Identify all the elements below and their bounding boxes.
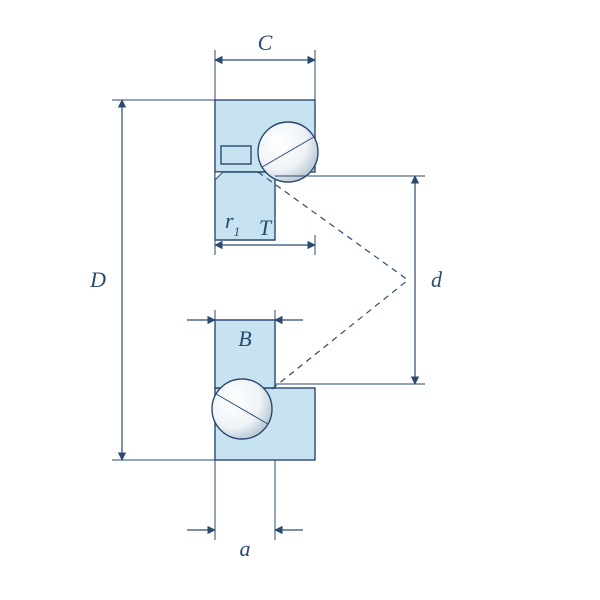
upper-cage-clip [221,146,251,164]
dim-C-label: C [258,30,273,55]
contact-line-upper [258,172,408,280]
dim-D-label: D [89,267,106,292]
dim-a-label: a [240,536,251,561]
dim-T-label: T [259,215,273,240]
bearing-cross-section-diagram: CDdTBar1 [0,0,600,600]
dim-B-label: B [238,326,251,351]
dim-d-label: d [431,267,443,292]
contact-line-lower [272,280,408,389]
